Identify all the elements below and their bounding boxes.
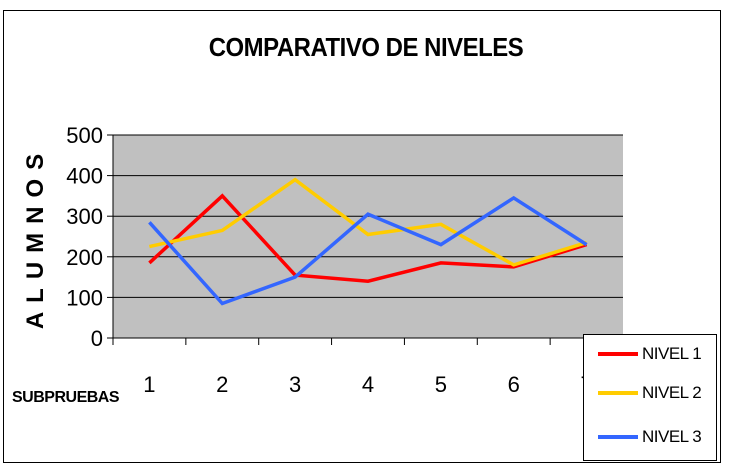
legend-label-nivel-1: NIVEL 1 [642, 344, 702, 363]
y-tick-label-100: 100 [66, 285, 103, 310]
legend-label-nivel-2: NIVEL 2 [642, 383, 702, 402]
series-line-nivel-2 [149, 177, 588, 267]
y-tick-label-300: 300 [66, 204, 103, 229]
y-tick-label-500: 500 [66, 123, 103, 148]
y-tick-label-400: 400 [66, 164, 103, 189]
legend: NIVEL 1 NIVEL 2 NIVEL 3 [583, 334, 717, 461]
y-tick-label-0: 0 [91, 326, 103, 351]
x-axis-label: SUBPRUEBAS [12, 389, 120, 406]
x-tick-label-3: 3 [289, 372, 301, 397]
series-line-nivel-1 [148, 193, 588, 283]
legend-swatch-nivel-2 [598, 391, 638, 395]
chart-title: COMPARATIVO DE NIVELES [208, 32, 524, 62]
x-tick-label-4: 4 [362, 372, 374, 397]
series-line-nivel-3 [148, 195, 588, 306]
legend-swatch-nivel-3 [598, 435, 638, 439]
x-tick-label-1: 1 [143, 372, 155, 397]
legend-item-nivel-1: NIVEL 1 [598, 344, 702, 364]
legend-item-nivel-2: NIVEL 2 [598, 383, 702, 403]
legend-label-nivel-3: NIVEL 3 [642, 427, 702, 446]
x-tick-label-2: 2 [216, 372, 228, 397]
y-tick-label-200: 200 [66, 245, 103, 270]
x-tick-label-6: 6 [508, 372, 520, 397]
legend-item-nivel-3: NIVEL 3 [598, 427, 702, 447]
legend-swatch-nivel-1 [598, 352, 638, 356]
x-tick-label-5: 5 [435, 372, 447, 397]
